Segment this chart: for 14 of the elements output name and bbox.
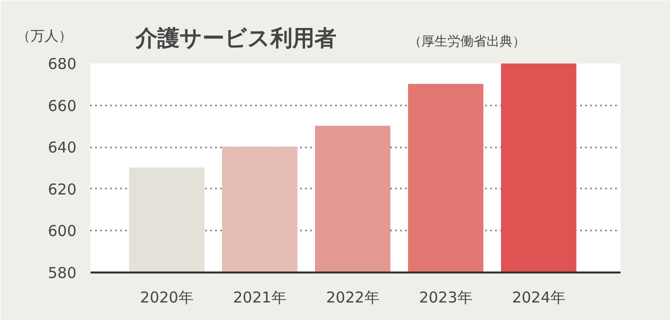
- y-tick-label: 680: [48, 55, 77, 73]
- y-tick-label: 640: [48, 138, 77, 157]
- y-axis-title: （万人）: [16, 28, 72, 44]
- x-tick-label: 2020年: [140, 288, 194, 306]
- y-tick-label: 660: [48, 96, 77, 115]
- y-tick-label: 580: [48, 264, 77, 282]
- y-tick-label: 620: [48, 180, 77, 198]
- y-tick-label: 600: [48, 222, 77, 240]
- chart-title: 介護サービス利用者: [134, 26, 336, 52]
- x-tick-label: 2022年: [326, 288, 380, 306]
- x-tick-label: 2021年: [233, 288, 286, 306]
- chart-subtitle: （厚生労働省出典）: [408, 34, 526, 50]
- x-tick-label: 2024年: [512, 288, 566, 306]
- x-tick-label: 2023年: [419, 288, 472, 306]
